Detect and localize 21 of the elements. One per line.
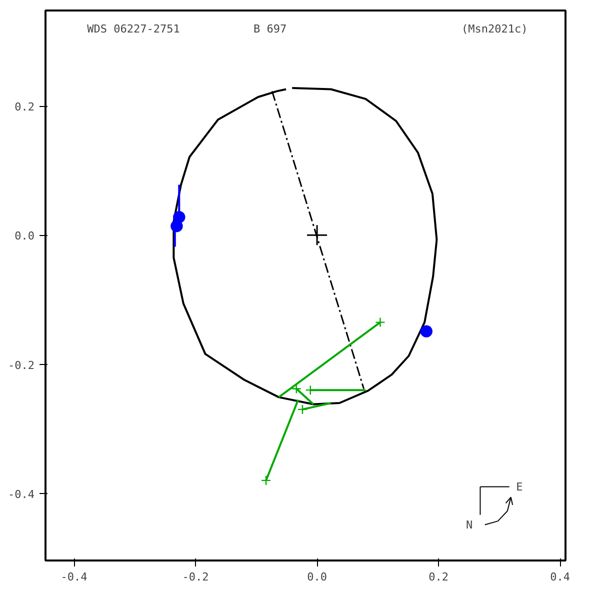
- point: [297, 404, 308, 415]
- x-tick-label: -0.2: [182, 570, 209, 584]
- annotation: (Msn2021c): [462, 22, 528, 36]
- x-tick-label: -0.4: [60, 570, 88, 584]
- x-tick-label: 0.2: [428, 570, 448, 584]
- point: [170, 220, 183, 232]
- annotation: E: [516, 480, 523, 494]
- point: [260, 475, 272, 486]
- point: [375, 317, 386, 328]
- y-tick-label: -0.2: [8, 358, 35, 372]
- annotation: B 697: [254, 22, 287, 36]
- y-tick-label: 0.2: [14, 100, 35, 114]
- annotation: N: [466, 518, 473, 532]
- point: [291, 384, 302, 394]
- x-tick-label: 0.0: [307, 570, 327, 584]
- y-tick-label: 0.0: [14, 230, 35, 243]
- annotation: WDS 06227-2751: [87, 22, 180, 36]
- point: [420, 325, 432, 338]
- y-tick-label: -0.4: [8, 488, 35, 501]
- point: [306, 224, 328, 246]
- x-tick-label: 0.4: [550, 570, 570, 584]
